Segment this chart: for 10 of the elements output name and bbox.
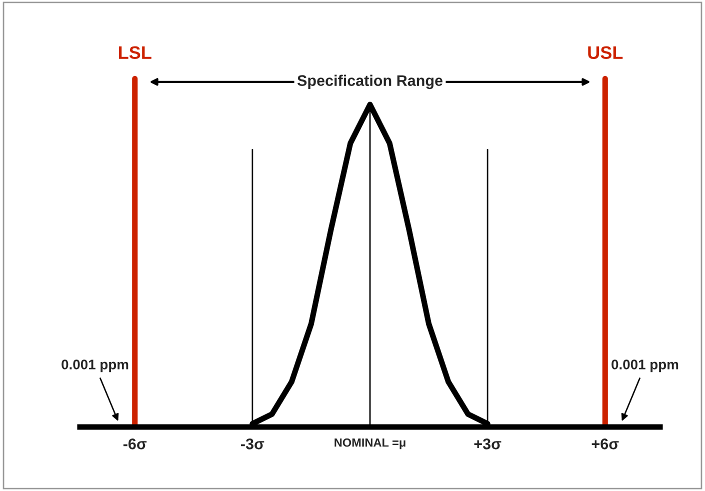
- x-tick-label: -3σ: [241, 438, 264, 450]
- x-tick-label: +6σ: [592, 438, 619, 450]
- annotation: 0.001 ppm: [612, 360, 678, 372]
- ref-line-label: LSL: [119, 46, 152, 60]
- x-tick-label: -6σ: [123, 438, 147, 450]
- ref-line-label: USL: [588, 46, 623, 60]
- x-tick-label: NOMINAL =μ: [334, 438, 406, 450]
- annotation: 0.001 ppm: [62, 360, 128, 372]
- x-tick-label: +3σ: [474, 438, 502, 450]
- text: Specification Range: [297, 74, 442, 90]
